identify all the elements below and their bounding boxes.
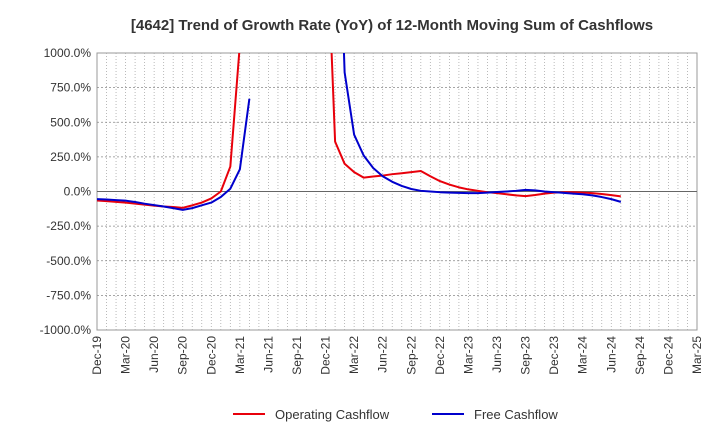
y-tick-label: 750.0% [50,81,91,95]
chart-title: [4642] Trend of Growth Rate (YoY) of 12-… [131,17,653,34]
legend-label: Operating Cashflow [275,407,390,422]
x-tick-label: Sep-22 [404,336,418,375]
y-tick-label: 1000.0% [44,46,92,60]
x-tick-label: Sep-24 [633,336,647,375]
y-tick-label: 250.0% [50,150,91,164]
series-line-free-cashflow [97,53,622,211]
x-tick-label: Dec-24 [661,336,675,375]
x-tick-label: Mar-23 [461,336,475,374]
x-tick-label: Mar-21 [233,336,247,374]
x-tick-label: Sep-21 [290,336,304,375]
legend-label: Free Cashflow [474,407,558,422]
x-tick-label: Dec-21 [319,336,333,375]
x-axis: Dec-19 Mar-20 Jun-20 Sep-20 Dec-20 Mar-21 Jun-… [90,336,704,375]
x-tick-label: Mar-24 [576,336,590,374]
legend: Operating Cashflow Free Cashflow [233,407,558,422]
x-tick-label: Jun-22 [376,336,390,373]
x-tick-label: Jun-24 [604,336,618,373]
y-tick-label: -500.0% [46,254,91,268]
x-tick-label: Sep-20 [176,336,190,375]
y-tick-label: 0.0% [64,185,92,199]
x-tick-label: Jun-23 [490,336,504,373]
x-tick-label: Dec-19 [90,336,104,375]
series-lines [97,53,622,211]
y-tick-label: -250.0% [46,219,91,233]
x-tick-label: Dec-23 [547,336,561,375]
x-tick-label: Mar-20 [119,336,133,374]
x-tick-label: Jun-21 [261,336,275,373]
y-axis: 1000.0% 750.0% 500.0% 250.0% 0.0% -250.0% -500… [40,46,92,337]
y-tick-label: -750.0% [46,288,91,302]
x-tick-label: Sep-23 [519,336,533,375]
x-tick-label: Mar-25 [690,336,704,374]
x-tick-label: Jun-20 [147,336,161,373]
x-tick-label: Dec-22 [433,336,447,375]
x-tick-label: Mar-22 [347,336,361,374]
x-tick-label: Dec-20 [204,336,218,375]
y-tick-label: -1000.0% [40,323,92,337]
y-tick-label: 500.0% [50,115,91,129]
